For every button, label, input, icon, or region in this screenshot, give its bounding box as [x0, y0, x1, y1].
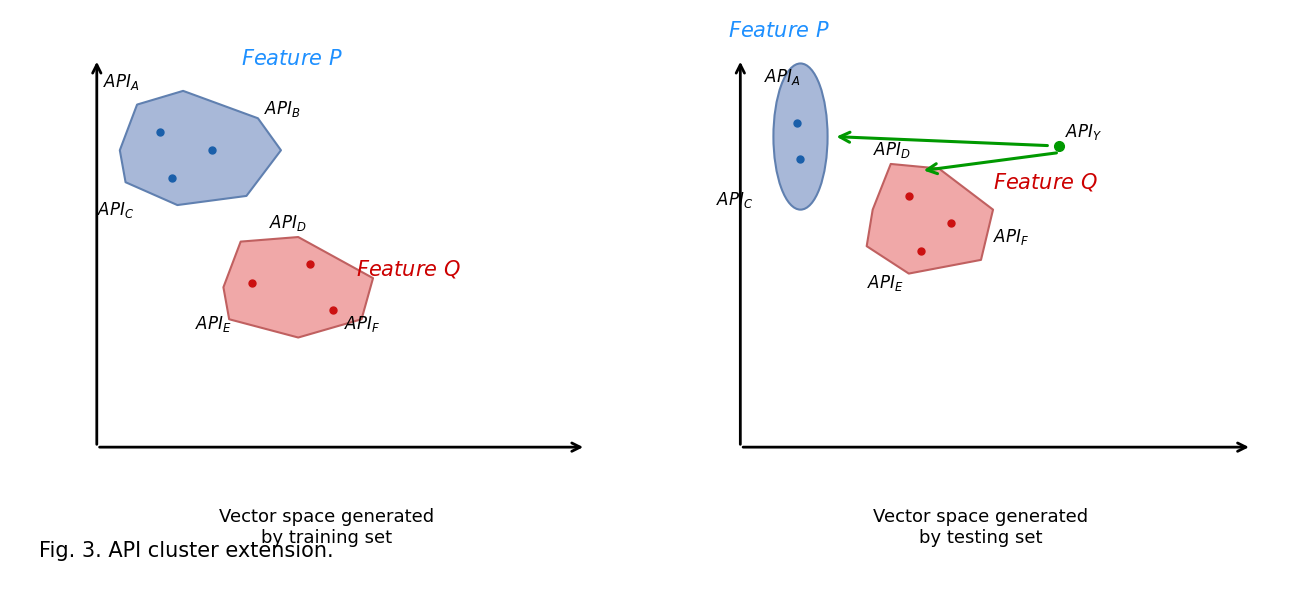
Text: $\mathit{Feature\ Q}$: $\mathit{Feature\ Q}$: [993, 171, 1097, 194]
Text: $\mathit{API_C}$: $\mathit{API_C}$: [717, 191, 753, 210]
Polygon shape: [867, 164, 993, 273]
Polygon shape: [120, 91, 281, 205]
Text: $\mathit{Feature\ P}$: $\mathit{Feature\ P}$: [241, 49, 343, 69]
Text: $\mathit{API_F}$: $\mathit{API_F}$: [993, 227, 1029, 247]
Text: $\mathit{API_F}$: $\mathit{API_F}$: [344, 314, 381, 334]
Text: $\mathit{API_D}$: $\mathit{API_D}$: [872, 140, 910, 160]
Text: $\mathit{API_B}$: $\mathit{API_B}$: [264, 99, 300, 119]
Text: $\mathit{API_D}$: $\mathit{API_D}$: [269, 213, 307, 233]
Text: Fig. 3. API cluster extension.: Fig. 3. API cluster extension.: [39, 541, 334, 561]
Text: $\mathit{API_Y}$: $\mathit{API_Y}$: [1065, 122, 1103, 142]
Text: $\mathit{Feature\ P}$: $\mathit{Feature\ P}$: [729, 22, 831, 41]
Text: $\mathit{API_E}$: $\mathit{API_E}$: [195, 314, 232, 334]
Text: $\mathit{Feature\ Q}$: $\mathit{Feature\ Q}$: [356, 258, 460, 280]
Text: $\mathit{API_E}$: $\mathit{API_E}$: [867, 273, 904, 293]
Text: Vector space generated
by testing set: Vector space generated by testing set: [874, 508, 1088, 547]
Text: Vector space generated
by training set: Vector space generated by training set: [220, 508, 434, 547]
Text: $\mathit{API_C}$: $\mathit{API_C}$: [97, 200, 133, 219]
Polygon shape: [224, 237, 373, 338]
Ellipse shape: [773, 64, 828, 210]
Text: $\mathit{API_A}$: $\mathit{API_A}$: [764, 67, 800, 87]
Text: $\mathit{API_A}$: $\mathit{API_A}$: [102, 72, 139, 92]
